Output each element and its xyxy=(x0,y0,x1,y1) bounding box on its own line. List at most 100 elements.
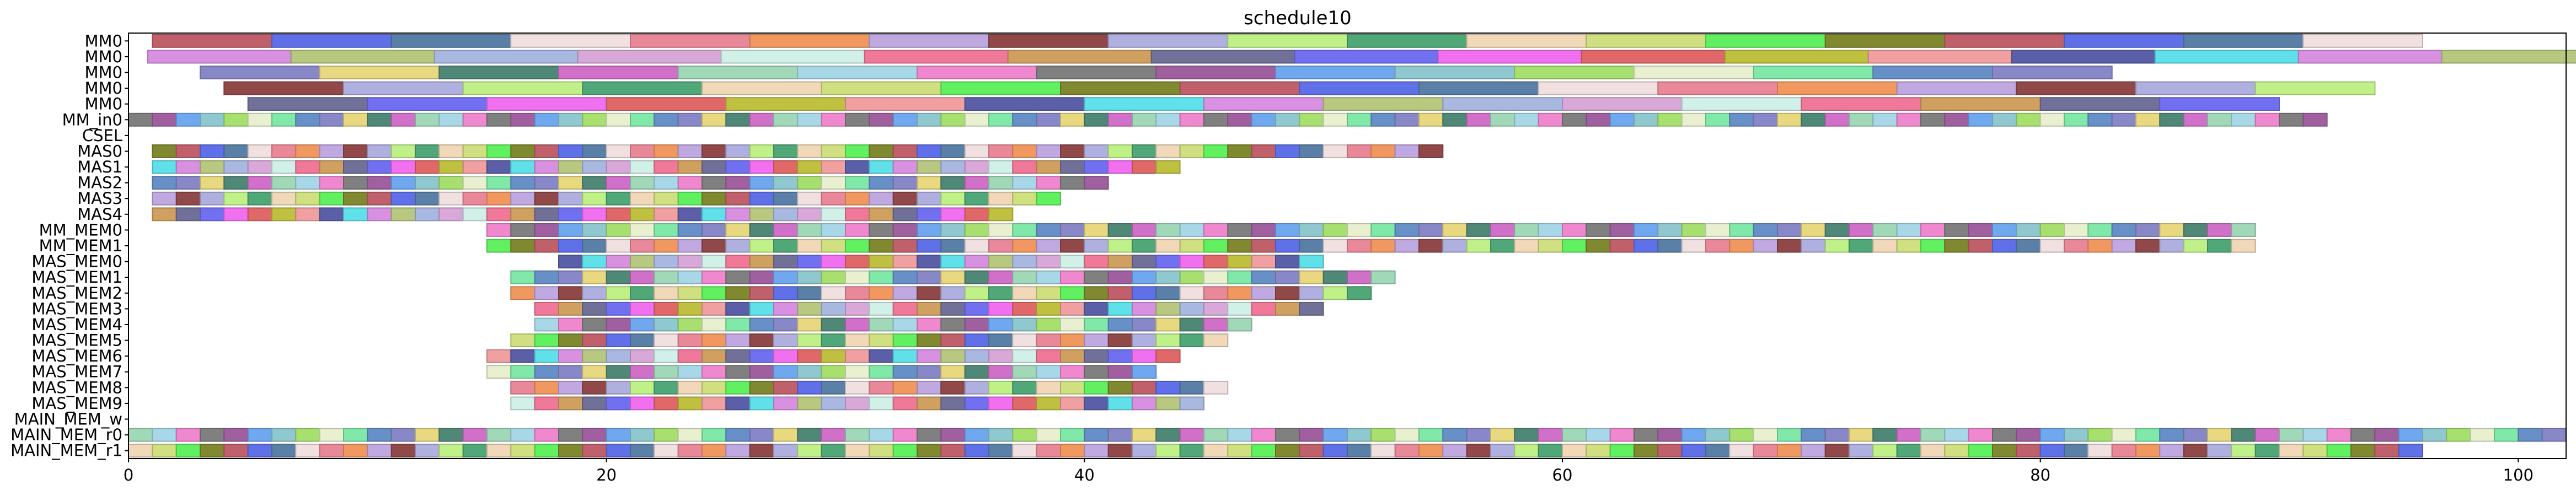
task-bar xyxy=(1155,380,1181,395)
task-bar xyxy=(2446,428,2471,442)
task-bar xyxy=(677,176,703,190)
task-bar xyxy=(271,112,297,127)
task-bar xyxy=(582,333,607,347)
task-bar xyxy=(869,34,990,48)
task-bar xyxy=(1801,112,1826,127)
task-bar xyxy=(940,365,966,379)
task-bar xyxy=(1084,239,1109,253)
task-bar xyxy=(1251,301,1276,316)
task-bar xyxy=(892,301,918,316)
task-bar xyxy=(1132,396,1157,411)
task-bar xyxy=(367,144,392,158)
task-bar xyxy=(1179,81,1300,95)
task-bar xyxy=(343,160,368,174)
task-bar xyxy=(1155,66,1277,79)
task-bar xyxy=(2374,428,2400,442)
y-tick-label: MAS_MEM0 xyxy=(31,252,122,271)
task-bar xyxy=(510,223,535,237)
task-bar xyxy=(821,160,846,174)
task-bar xyxy=(725,396,751,411)
task-bar xyxy=(1132,223,1157,237)
task-bar xyxy=(988,144,1014,158)
task-bar xyxy=(677,239,703,253)
task-bar xyxy=(630,207,655,222)
task-bar xyxy=(438,176,464,190)
task-bar xyxy=(147,50,292,64)
task-bar xyxy=(964,428,989,442)
task-bar xyxy=(2159,223,2184,237)
task-bar xyxy=(343,112,368,127)
task-bar xyxy=(1681,444,1706,458)
task-bar xyxy=(486,223,512,237)
task-bar xyxy=(701,239,727,253)
task-bar xyxy=(1203,144,1229,158)
task-bar xyxy=(1581,50,1726,64)
task-bar xyxy=(200,144,225,158)
task-bar xyxy=(175,176,201,190)
task-bar xyxy=(845,270,870,284)
task-bar xyxy=(343,207,368,222)
task-bar xyxy=(1968,444,1993,458)
task-bar xyxy=(438,66,559,79)
task-bar xyxy=(152,112,177,127)
task-bar xyxy=(630,160,655,174)
task-bar xyxy=(2159,239,2184,253)
task-bar xyxy=(606,444,631,458)
task-bar xyxy=(1322,270,1348,284)
task-bar xyxy=(630,428,655,442)
task-bar xyxy=(1872,444,1898,458)
task-bar xyxy=(1132,160,1157,174)
task-bar xyxy=(415,444,440,458)
task-bar xyxy=(247,176,273,190)
task-bar xyxy=(1322,428,1348,442)
task-bar xyxy=(797,428,822,442)
task-bar xyxy=(1849,428,1874,442)
task-bar xyxy=(749,160,774,174)
task-bar xyxy=(1060,270,1085,284)
task-bar xyxy=(630,396,655,411)
task-bar xyxy=(749,365,774,379)
task-bar xyxy=(701,176,727,190)
task-bar xyxy=(1872,239,1898,253)
task-bar xyxy=(1466,239,1491,253)
task-bar xyxy=(558,301,583,316)
task-bar xyxy=(773,286,799,300)
task-bar xyxy=(1347,112,1372,127)
task-bar xyxy=(1777,444,1802,458)
task-bar xyxy=(558,380,583,395)
task-bar xyxy=(247,97,368,111)
task-bar xyxy=(1490,428,1515,442)
task-bar xyxy=(797,160,822,174)
y-tick-label: MAS_MEM3 xyxy=(31,299,122,318)
task-bar xyxy=(1012,333,1037,347)
task-bar xyxy=(462,428,488,442)
task-bar xyxy=(1586,428,1611,442)
task-bar xyxy=(1801,223,1826,237)
task-bar xyxy=(677,428,703,442)
task-bar xyxy=(2064,34,2184,48)
task-bar xyxy=(1107,270,1133,284)
task-bar xyxy=(869,444,894,458)
task-bar xyxy=(654,365,679,379)
task-bar xyxy=(1586,223,1611,237)
task-bar xyxy=(1084,333,1109,347)
task-bar xyxy=(606,317,631,332)
task-bar xyxy=(1562,239,1587,253)
task-bar xyxy=(940,380,966,395)
task-bar xyxy=(749,255,774,269)
task-bar xyxy=(630,333,655,347)
task-bar xyxy=(271,207,297,222)
task-bar xyxy=(988,34,1109,48)
task-bar xyxy=(510,270,535,284)
task-bar xyxy=(606,239,631,253)
task-bar xyxy=(1370,223,1396,237)
task-bar xyxy=(558,428,583,442)
task-bar xyxy=(1179,286,1204,300)
task-bar xyxy=(558,223,583,237)
task-bar xyxy=(773,380,799,395)
task-bar xyxy=(797,255,822,269)
task-bar xyxy=(797,66,918,79)
task-bar xyxy=(1920,239,1946,253)
task-bar xyxy=(1155,428,1181,442)
task-bar xyxy=(390,428,416,442)
